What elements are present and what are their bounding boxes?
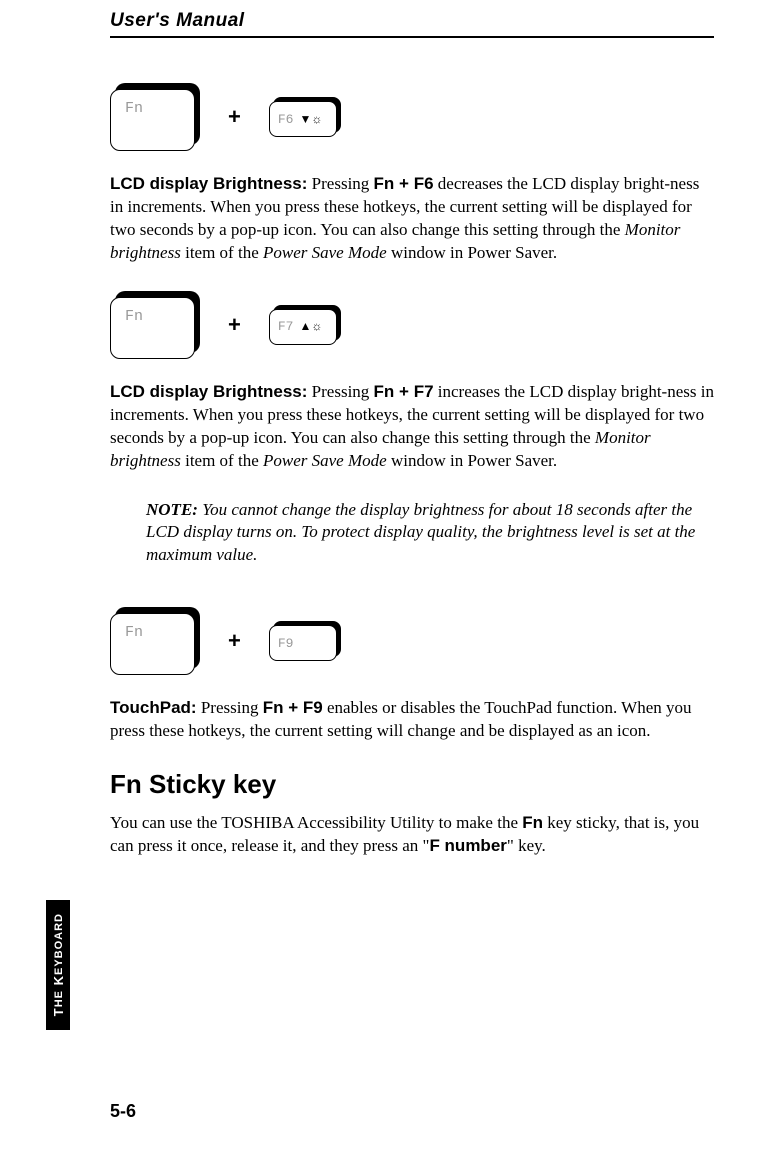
section-f7-text: LCD display Brightness: Pressing Fn + F7… [110, 381, 714, 473]
plus-icon: + [228, 312, 241, 338]
side-tab-text: THE KEYBOARD [51, 913, 66, 1016]
header-title: User's Manual [110, 10, 714, 32]
f6-key-icon: F6 ▼☼ [269, 97, 341, 137]
f9-key-label: F9 [278, 636, 294, 651]
fn-key-icon: Fn [110, 607, 200, 675]
section-f9-text: TouchPad: Pressing Fn + F9 enables or di… [110, 697, 714, 743]
section-f6-text: LCD display Brightness: Pressing Fn + F6… [110, 173, 714, 265]
plus-icon: + [228, 104, 241, 130]
fn-key-label: Fn [125, 624, 143, 641]
sticky-body: You can use the TOSHIBA Accessibility Ut… [110, 812, 714, 858]
header-rule [110, 36, 714, 38]
note-label: NOTE: [146, 500, 198, 519]
brightness-down-icon: ▼☼ [299, 112, 322, 127]
f7-key-label: F7 [278, 319, 294, 334]
key-combo-f9: Fn + F9 [110, 607, 714, 675]
fn-key-label: Fn [125, 308, 143, 325]
section-f6-heading: LCD display Brightness: [110, 174, 307, 193]
section-f7-heading: LCD display Brightness: [110, 382, 307, 401]
f7-key-icon: F7 ▲☼ [269, 305, 341, 345]
page-number: 5-6 [110, 1101, 136, 1122]
section-f9-heading: TouchPad: [110, 698, 197, 717]
side-tab: THE KEYBOARD [46, 900, 70, 1030]
brightness-up-icon: ▲☼ [299, 319, 322, 334]
note-block: NOTE: You cannot change the display brig… [146, 499, 714, 568]
fn-key-icon: Fn [110, 83, 200, 151]
key-combo-f6: Fn + F6 ▼☼ [110, 83, 714, 151]
f9-key-icon: F9 [269, 621, 341, 661]
f6-key-label: F6 [278, 112, 294, 127]
sticky-heading: Fn Sticky key [110, 769, 714, 800]
key-combo-f7: Fn + F7 ▲☼ [110, 291, 714, 359]
page-header: User's Manual [110, 0, 714, 38]
fn-key-label: Fn [125, 100, 143, 117]
note-text: NOTE: You cannot change the display brig… [146, 499, 714, 568]
fn-key-icon: Fn [110, 291, 200, 359]
plus-icon: + [228, 628, 241, 654]
